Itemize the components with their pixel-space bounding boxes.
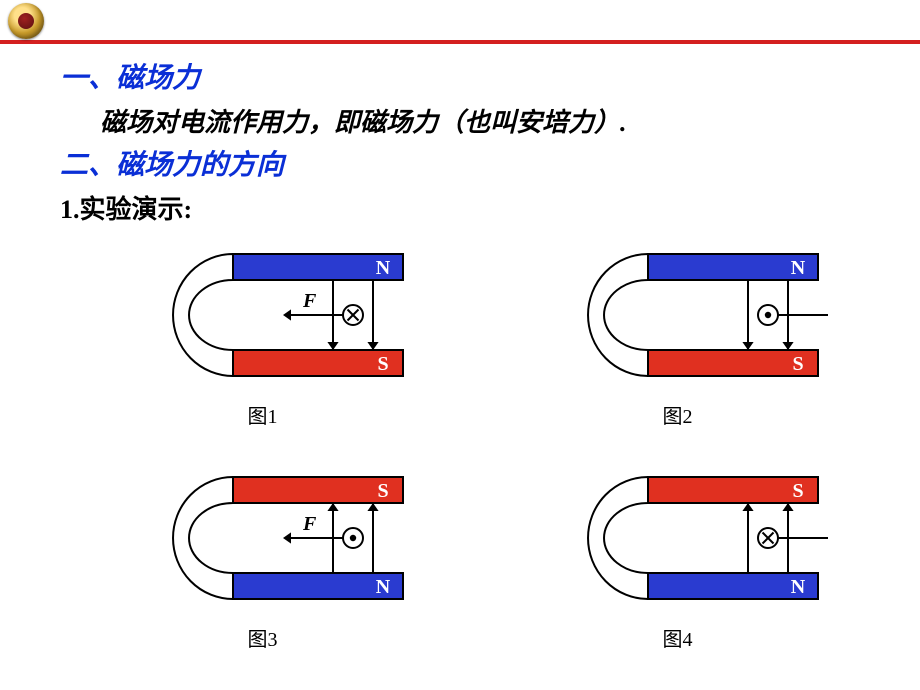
logo-icon	[8, 3, 44, 39]
diagram-grid: N S F 图1 N S F 图2	[60, 236, 880, 652]
magnet-ring	[588, 477, 648, 599]
top-pole-label: N	[790, 257, 805, 279]
bottom-pole-label: N	[375, 576, 390, 598]
bottom-pole-label: N	[790, 576, 805, 598]
diagram-caption: 图3	[248, 623, 278, 652]
bottom-pole-label: S	[792, 353, 803, 375]
diagram-1: N S F 图1	[100, 236, 425, 429]
diagram-caption: 图4	[663, 623, 693, 652]
top-pole-label: S	[792, 480, 803, 502]
diagram-caption: 图2	[663, 400, 693, 429]
diagram-2: N S F 图2	[515, 236, 840, 429]
magnet-diagram-svg: N S F	[113, 236, 413, 396]
magnet-ring	[588, 254, 648, 376]
diagram-4: S N F 图4	[515, 459, 840, 652]
subheading: 1.实验演示:	[60, 189, 880, 226]
top-pole-label: S	[377, 480, 388, 502]
heading-1: 一、磁场力	[60, 56, 880, 96]
top-pole-label: N	[375, 257, 390, 279]
diagram-caption: 图1	[248, 400, 278, 429]
body-text: 磁场对电流作用力，即磁场力（也叫安培力）.	[100, 102, 880, 139]
force-label: F	[302, 290, 317, 312]
magnet-diagram-svg: S N F	[528, 459, 828, 619]
magnet-diagram-svg: N S F	[528, 236, 828, 396]
force-label: F	[302, 513, 317, 535]
heading-2: 二、磁场力的方向	[60, 143, 880, 183]
magnet-diagram-svg: S N F	[113, 459, 413, 619]
magnet-ring	[173, 477, 233, 599]
bottom-pole-label: S	[377, 353, 388, 375]
magnet-ring	[173, 254, 233, 376]
diagram-3: S N F 图3	[100, 459, 425, 652]
slide-content: 一、磁场力 磁场对电流作用力，即磁场力（也叫安培力）. 二、磁场力的方向 1.实…	[0, 44, 920, 652]
header-bar	[0, 0, 920, 44]
